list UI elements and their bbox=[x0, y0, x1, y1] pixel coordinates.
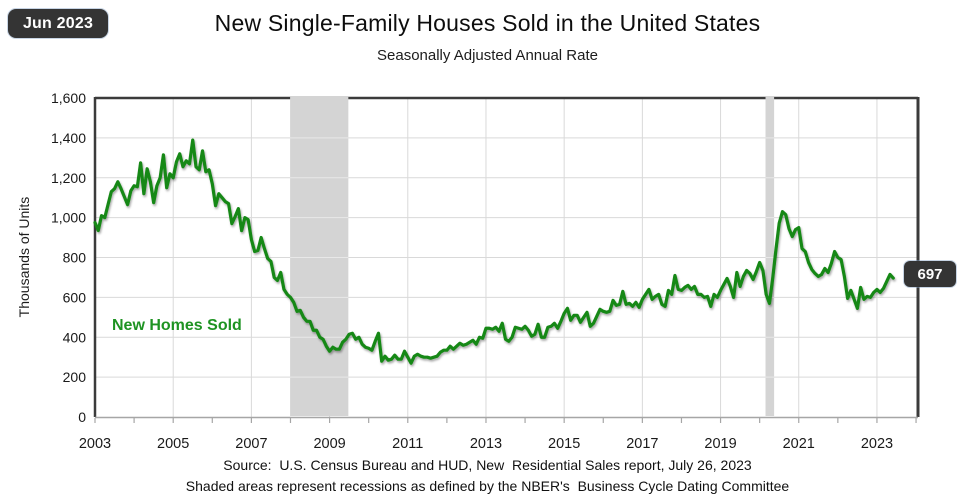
y-tick-label: 1,600 bbox=[51, 90, 86, 106]
last-value-badge: 697 bbox=[904, 261, 956, 287]
y-tick-label: 0 bbox=[78, 409, 86, 425]
x-tick-label: 2019 bbox=[704, 436, 736, 452]
x-tick-label: 2021 bbox=[783, 436, 815, 452]
y-tick-label: 1,000 bbox=[51, 210, 86, 226]
y-tick-label: 400 bbox=[63, 329, 87, 345]
chart-canvas: 0 200 400 600 800 1,000 1,200 1,400 1,600 2003 200… bbox=[51, 90, 920, 452]
y-tick-label: 1,200 bbox=[51, 170, 86, 186]
recession-band bbox=[765, 96, 775, 416]
x-tick-label: 2017 bbox=[626, 436, 658, 452]
y-axis-title: Thousands of Units bbox=[16, 196, 32, 318]
x-tick-label: 2023 bbox=[861, 436, 893, 452]
series-label: New Homes Sold bbox=[112, 317, 242, 334]
chart-subtitle: Seasonally Adjusted Annual Rate bbox=[377, 47, 598, 64]
recession-band bbox=[290, 96, 349, 416]
x-tick-label: 2007 bbox=[235, 436, 267, 452]
chart-title: New Single-Family Houses Sold in the Uni… bbox=[214, 10, 761, 36]
date-badge: Jun 2023 bbox=[8, 9, 108, 38]
x-tick-label: 2011 bbox=[392, 436, 423, 452]
y-tick-label: 600 bbox=[63, 289, 87, 305]
y-tick-label: 800 bbox=[63, 250, 87, 266]
sales-line bbox=[93, 138, 895, 365]
x-tick-label: 2005 bbox=[157, 436, 189, 452]
x-tick-label: 2009 bbox=[313, 436, 345, 452]
y-tick-label: 1,400 bbox=[51, 130, 86, 146]
y-tick-label: 200 bbox=[63, 369, 87, 385]
x-tick-label: 2013 bbox=[470, 436, 502, 452]
source-note: Source: U.S. Census Bureau and HUD, New … bbox=[223, 457, 752, 473]
x-tick-label: 2015 bbox=[548, 436, 580, 452]
x-tick-label: 2003 bbox=[79, 436, 111, 452]
recession-note: Shaded areas represent recessions as def… bbox=[185, 478, 790, 494]
